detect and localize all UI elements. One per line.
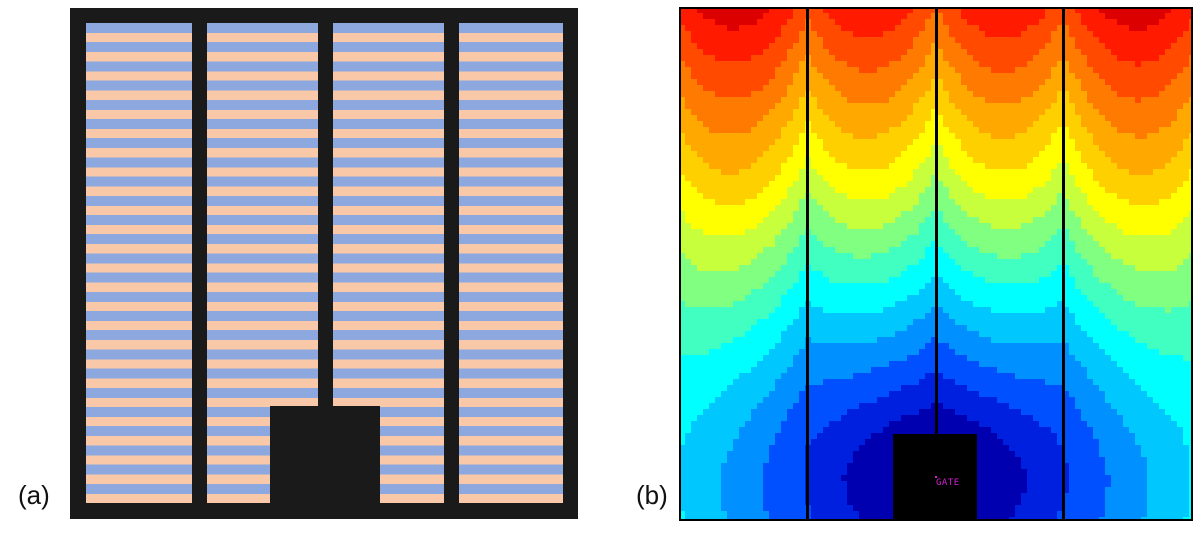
finger-divider-1 [806,7,809,521]
gate-pad-a [270,406,380,519]
finger-1 [86,23,192,503]
panel-a-label: (a) [18,480,50,510]
finger-divider-3 [1062,7,1065,521]
finger-4 [459,23,563,503]
panel-b-heatmap: GATE [679,7,1193,521]
panel-a-layout [70,8,578,519]
panel-b-label: (b) [636,480,668,510]
gate-label: GATE [936,478,960,488]
gate-marker-icon [935,476,937,478]
panel-b-frame [679,7,1193,521]
finger-divider-2 [935,7,938,521]
